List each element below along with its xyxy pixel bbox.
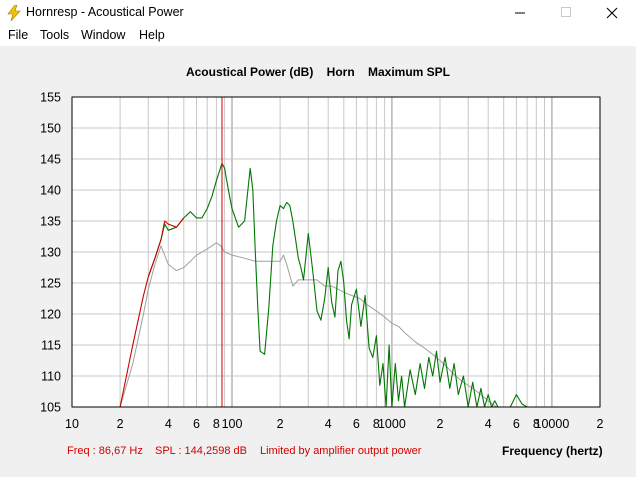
menu-file[interactable]: File (8, 28, 29, 42)
y-tick-label: 110 (41, 370, 61, 384)
x-tick-label: 2 (117, 417, 124, 431)
x-tick-label: 4 (485, 417, 492, 431)
status-frequency: Freq : 86,67 Hz (67, 445, 143, 457)
x-tick-label: 1000 (378, 417, 406, 431)
y-tick-label: 120 (40, 308, 61, 322)
x-tick-label: 8 (213, 417, 220, 431)
chart-title: Acoustical Power (dB) Horn Maximum SPL (185, 65, 451, 79)
x-tick-label: 10 (65, 417, 79, 431)
y-tick-label: 125 (40, 277, 61, 291)
menu-window[interactable]: Window (81, 28, 126, 42)
x-tick-label: 2 (437, 417, 444, 431)
x-tick-label: 2 (277, 417, 284, 431)
y-tick-label: 115 (41, 339, 61, 353)
x-tick-label: 2 (597, 417, 604, 431)
series-line-response-low (119, 217, 185, 408)
series-line-reference (119, 242, 497, 408)
menu-tools[interactable]: Tools (40, 28, 70, 42)
y-tick-label: 105 (40, 401, 61, 415)
x-tick-label: 6 (513, 417, 520, 431)
minimize-button[interactable] (497, 0, 543, 26)
close-icon (606, 7, 618, 19)
y-tick-label: 145 (40, 153, 61, 167)
x-tick-label: 8 (373, 417, 380, 431)
x-tick-label: 100 (222, 417, 243, 431)
x-axis-label: Frequency (hertz) (502, 444, 603, 458)
status-limit-note: Limited by amplifier output power (260, 445, 422, 457)
y-tick-label: 155 (40, 91, 61, 105)
lightning-bolt-icon (7, 5, 21, 21)
x-tick-label: 10000 (535, 417, 570, 431)
x-tick-label: 6 (193, 417, 200, 431)
status-spl: SPL : 144,2598 dB (155, 445, 247, 457)
y-tick-label: 140 (40, 184, 61, 198)
maximize-button[interactable] (543, 0, 589, 26)
maximize-icon (561, 7, 571, 17)
y-tick-label: 130 (40, 246, 61, 260)
y-tick-label: 150 (40, 122, 61, 136)
menu-bar: File Tools Window Help (0, 26, 636, 46)
x-tick-label: 4 (165, 417, 172, 431)
x-tick-label: 4 (325, 417, 332, 431)
x-tick-label: 6 (353, 417, 360, 431)
minimize-icon (515, 12, 525, 14)
series-line-response (147, 162, 528, 408)
y-tick-label: 135 (40, 215, 61, 229)
close-button[interactable] (589, 0, 635, 26)
plot-frame (71, 96, 601, 408)
menu-help[interactable]: Help (139, 28, 165, 42)
window-title: Hornresp - Acoustical Power (26, 5, 184, 19)
title-bar: Hornresp - Acoustical Power (0, 0, 636, 26)
x-tick-label: 8 (533, 417, 540, 431)
